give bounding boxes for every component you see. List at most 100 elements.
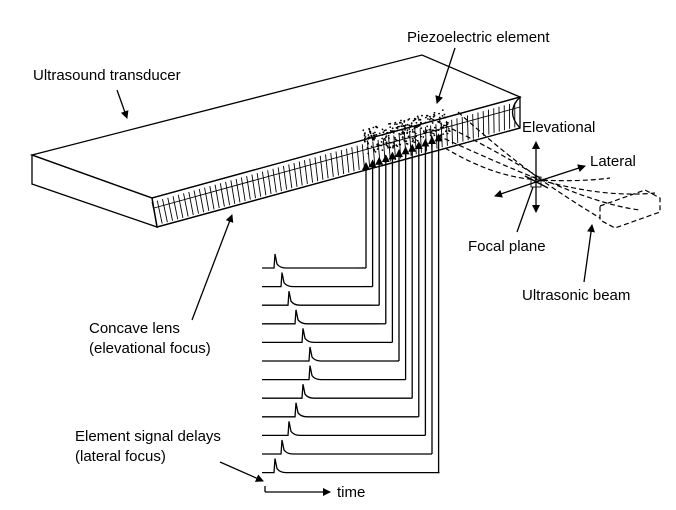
piezo-stipple-dot [429, 118, 431, 121]
transducer-element [209, 186, 215, 210]
transducer-element [256, 173, 262, 197]
piezo-stipple-dot [440, 124, 443, 126]
piezo-stipple-dot [418, 124, 421, 127]
piezo-stipple-dot [407, 135, 410, 138]
piezo-stipple-dot [415, 135, 418, 138]
piezo-stipple-dot [376, 143, 379, 146]
piezo-stipple-dot [403, 124, 406, 127]
piezo-stipple-dot [394, 121, 397, 124]
piezo-stipple-dot [441, 109, 444, 111]
delay-pulse [262, 458, 440, 474]
piezo-stipple-dot [407, 119, 410, 121]
piezo-stipple-dot [408, 136, 411, 139]
delay-pulse [262, 272, 365, 288]
piezo-stipple-dot [406, 143, 409, 145]
piezo-stipple-dot [383, 129, 386, 132]
piezo-stipple-dot [363, 134, 366, 137]
piezo-stipple-dot [368, 130, 371, 133]
piezo-stipple-dot [395, 126, 398, 129]
piezo-stipple-dot [415, 139, 417, 141]
piezo-stipple-dot [392, 146, 394, 149]
piezo-stipple-dot [401, 123, 404, 125]
piezo-stipple-dot [420, 122, 422, 124]
piezo-stipple-dot [374, 134, 376, 137]
piezo-stipple-dot [438, 120, 441, 123]
piezo-stipple-dot [408, 128, 411, 130]
piezo-stipple-dot [419, 118, 422, 121]
piezo-stipple-dot [370, 145, 373, 148]
piezo-stipple-dot [402, 130, 404, 133]
transducer-element [325, 154, 329, 179]
signal-trace [262, 154, 390, 325]
piezo-stipple-dot [411, 137, 414, 140]
transducer-element [409, 131, 412, 156]
piezo-stipple-dot [366, 140, 369, 143]
piezo-stipple-dot [386, 145, 389, 148]
piezo-stipple-dot [370, 135, 373, 138]
transducer-element [304, 160, 308, 185]
piezo-stipple-dot [384, 139, 387, 142]
transducer-element [177, 194, 184, 219]
piezo-stipple-dot [385, 141, 388, 144]
piezo-stipple-dot [431, 129, 434, 132]
piezo-stipple-dot [367, 152, 370, 155]
transducer-element [319, 155, 324, 180]
transducer-element [314, 157, 319, 182]
piezo-stipple-dot [367, 147, 369, 150]
piezo-stipple-dot [410, 124, 413, 127]
signal-trace [262, 141, 423, 418]
piezo-stipple-dot [445, 130, 447, 133]
transducer-element [230, 180, 236, 204]
piezo-stipple-dot [364, 136, 367, 138]
transducer-callout-line [116, 89, 129, 119]
piezo-stipple-dot [437, 129, 440, 132]
piezo-stipple-dot [405, 140, 408, 143]
piezo-stipple-dot [368, 129, 371, 131]
piezo-stipple-dot [398, 143, 401, 146]
delay-pulse [262, 384, 410, 399]
piezo-stipple-dot [372, 148, 375, 151]
transducer-element [451, 119, 454, 145]
piezo-stipple-dot [390, 141, 392, 144]
piezo-stipple-dot [425, 116, 427, 119]
piezo-stipple-dot [400, 119, 402, 122]
piezo-stipple-dot [369, 132, 372, 135]
lens-callout-line [191, 214, 234, 321]
piezo-stipple-dot [417, 117, 420, 119]
piezo-stipple-dot [399, 121, 401, 124]
transducer-element [335, 151, 339, 176]
piezo-stipple-dot [375, 125, 378, 128]
piezo-stipple-dot [416, 139, 419, 142]
piezo-stipple-dot [382, 131, 385, 134]
delay-pulse [262, 365, 402, 381]
focal-plane-callout-line [516, 186, 534, 233]
signal-trace [262, 159, 377, 288]
piezo-stipple-dot [411, 131, 414, 133]
piezo-stipple-dot [443, 113, 446, 116]
piezo-stipple-dot [382, 142, 385, 145]
piezo-stipple-dot [381, 128, 384, 131]
piezo-stipple-dot [413, 117, 416, 120]
piezo-stipple-dot [386, 131, 389, 134]
piezo-stipple-dot [389, 122, 392, 125]
delay-pulse [262, 421, 425, 437]
piezo-stipple-dot [413, 131, 416, 134]
piezo-stipple-dot [389, 132, 391, 134]
signal-trace [262, 136, 436, 455]
transducer-element [466, 115, 469, 141]
transducer-element [277, 167, 282, 192]
delay-pulse [262, 402, 417, 418]
piezo-stipple-dot [424, 121, 427, 124]
signal-trace [262, 156, 384, 306]
piezo-stipple-dot [403, 121, 406, 123]
piezo-stipple-dot [434, 130, 437, 132]
piezo-stipple-dot [394, 123, 396, 126]
transducer-element [388, 137, 391, 162]
piezo-stipple-dot [392, 142, 395, 144]
piezo-stipple-dot [385, 135, 388, 138]
ultrasonic-beam [429, 111, 661, 229]
transducer-element [382, 138, 386, 163]
piezo-stipple-dot [375, 133, 378, 136]
piezo-stipple-dot [404, 126, 406, 129]
transducer-element [472, 113, 474, 139]
